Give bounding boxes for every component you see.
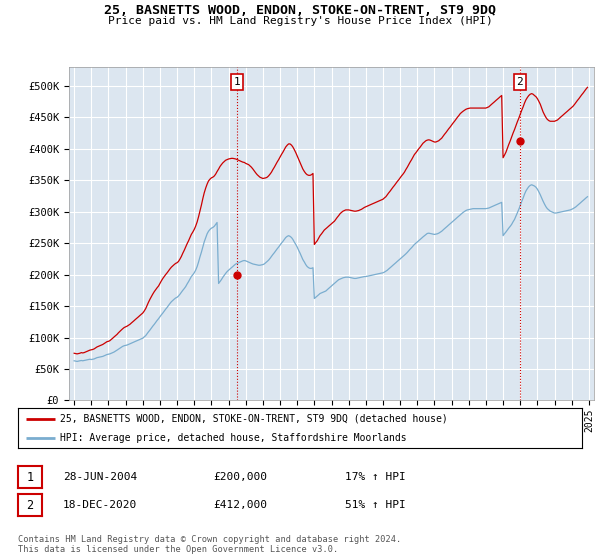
Text: 51% ↑ HPI: 51% ↑ HPI: [345, 500, 406, 510]
Text: £412,000: £412,000: [213, 500, 267, 510]
Text: HPI: Average price, detached house, Staffordshire Moorlands: HPI: Average price, detached house, Staf…: [60, 433, 407, 443]
Text: 18-DEC-2020: 18-DEC-2020: [63, 500, 137, 510]
Text: 1: 1: [26, 470, 34, 484]
Text: 2: 2: [26, 498, 34, 512]
Text: £200,000: £200,000: [213, 472, 267, 482]
Text: 17% ↑ HPI: 17% ↑ HPI: [345, 472, 406, 482]
Text: Contains HM Land Registry data © Crown copyright and database right 2024.
This d: Contains HM Land Registry data © Crown c…: [18, 535, 401, 554]
Text: 28-JUN-2004: 28-JUN-2004: [63, 472, 137, 482]
Text: 25, BASNETTS WOOD, ENDON, STOKE-ON-TRENT, ST9 9DQ (detached house): 25, BASNETTS WOOD, ENDON, STOKE-ON-TRENT…: [60, 414, 448, 423]
Text: Price paid vs. HM Land Registry's House Price Index (HPI): Price paid vs. HM Land Registry's House …: [107, 16, 493, 26]
Text: 1: 1: [233, 77, 240, 87]
Text: 25, BASNETTS WOOD, ENDON, STOKE-ON-TRENT, ST9 9DQ: 25, BASNETTS WOOD, ENDON, STOKE-ON-TRENT…: [104, 4, 496, 17]
Text: 2: 2: [517, 77, 523, 87]
